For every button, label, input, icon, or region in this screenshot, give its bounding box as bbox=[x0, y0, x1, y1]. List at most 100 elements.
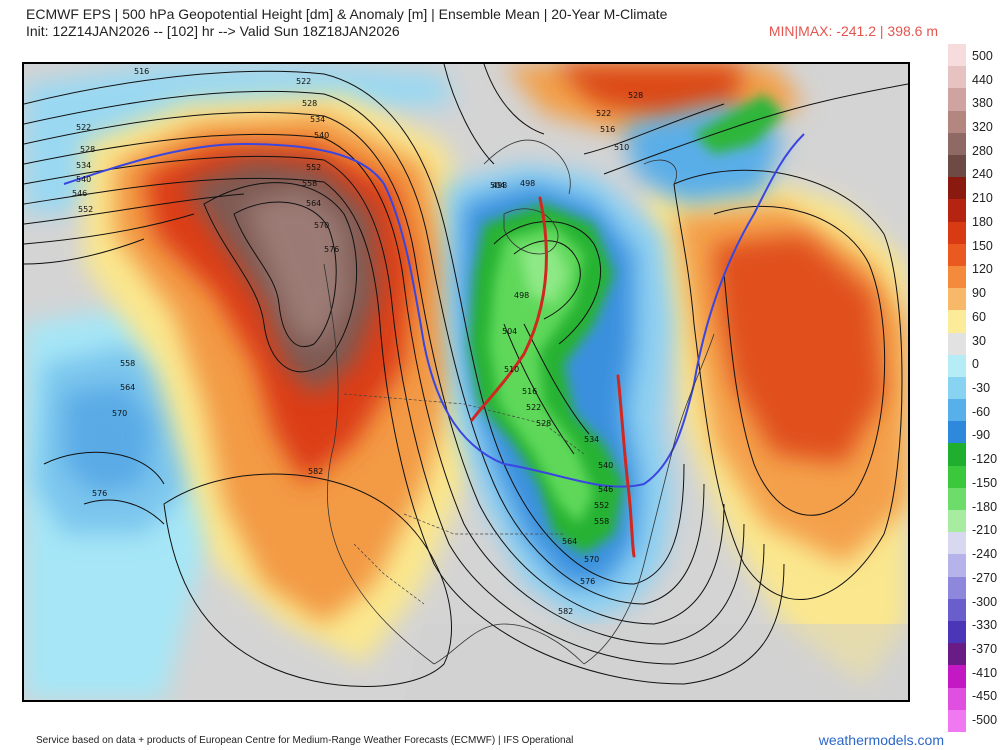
contour-label: 564 bbox=[306, 199, 321, 208]
height-contours bbox=[24, 64, 908, 687]
legend-label: 280 bbox=[972, 143, 993, 158]
contour-label: 498 bbox=[514, 291, 529, 300]
legend-swatch bbox=[948, 288, 966, 311]
legend-label: 0 bbox=[972, 357, 979, 372]
legend-swatch bbox=[948, 598, 966, 622]
contour-label: 570 bbox=[112, 409, 127, 418]
contour-label: 504 bbox=[502, 327, 517, 336]
legend-swatch bbox=[948, 310, 966, 333]
legend-label: -370 bbox=[972, 641, 998, 656]
legend-label: -210 bbox=[972, 523, 998, 538]
contour-label: 516 bbox=[522, 387, 537, 396]
contour-label: 528 bbox=[80, 145, 95, 154]
contour-552-blue bbox=[63, 133, 805, 488]
contour-label: 522 bbox=[296, 77, 311, 86]
contour-label: 534 bbox=[76, 161, 91, 170]
legend-swatch bbox=[948, 643, 966, 666]
trough-axis-east bbox=[616, 374, 636, 558]
legend-label: -500 bbox=[972, 713, 998, 728]
contour-label: 516 bbox=[134, 67, 149, 76]
brand-link[interactable]: weathermodels.com bbox=[818, 732, 944, 748]
contour-label: 540 bbox=[598, 461, 613, 470]
legend-label: 120 bbox=[972, 262, 993, 277]
color-legend: 500 440 380 320 280 240 210 180 150 120 90 60 30 0 -30… bbox=[948, 44, 997, 733]
legend-label: -270 bbox=[972, 570, 998, 585]
legend-label: 150 bbox=[972, 238, 993, 253]
chart-subtitle: Init: 12Z14JAN2026 -- [102] hr --> Valid… bbox=[26, 23, 400, 39]
legend-swatch bbox=[948, 154, 966, 178]
contour-label: 516 bbox=[600, 125, 615, 134]
legend-swatch bbox=[948, 687, 966, 711]
legend-label: 90 bbox=[972, 286, 986, 301]
anomaly-shading bbox=[24, 64, 908, 700]
legend-label: -30 bbox=[972, 381, 991, 395]
map-canvas: 516 522 528 534 540 522 528 534 540 546 … bbox=[24, 64, 908, 700]
legend-swatch bbox=[948, 554, 966, 578]
contour-label: 576 bbox=[324, 245, 339, 254]
legend-swatch bbox=[948, 66, 966, 89]
legend-label: 60 bbox=[972, 309, 986, 324]
contour-label: 552 bbox=[306, 163, 321, 172]
contour-label: 582 bbox=[308, 467, 323, 476]
legend-swatch bbox=[948, 110, 966, 134]
contour-label: 576 bbox=[92, 489, 107, 498]
contour-label: 510 bbox=[614, 143, 629, 152]
legend-swatch bbox=[948, 354, 966, 378]
legend-swatch bbox=[948, 465, 966, 489]
legend-label: -330 bbox=[972, 618, 998, 633]
legend-swatch bbox=[948, 532, 966, 555]
contour-label: 564 bbox=[562, 537, 577, 546]
trough-axis-west bbox=[470, 196, 549, 422]
geopotential-map: 516 522 528 534 540 522 528 534 540 546 … bbox=[22, 62, 910, 702]
contour-label: 522 bbox=[526, 403, 541, 412]
legend-swatch bbox=[948, 443, 966, 467]
legend-label: 240 bbox=[972, 167, 993, 182]
legend-label: -410 bbox=[972, 665, 998, 680]
contour-label: 576 bbox=[580, 577, 595, 586]
legend-swatch bbox=[948, 132, 966, 156]
legend-label: 500 bbox=[972, 48, 993, 63]
trough-axes bbox=[470, 196, 636, 558]
contour-label: 552 bbox=[594, 501, 609, 510]
contour-label: 564 bbox=[120, 383, 135, 392]
contour-label: 582 bbox=[558, 607, 573, 616]
contour-label: 558 bbox=[120, 359, 135, 368]
legend-swatch bbox=[948, 332, 966, 356]
contour-label: 504 bbox=[490, 181, 505, 190]
coastlines bbox=[323, 139, 715, 665]
contour-label: 558 bbox=[302, 179, 317, 188]
contour-label: 498 bbox=[520, 179, 535, 188]
legend-swatch bbox=[948, 199, 966, 223]
legend-label: 210 bbox=[972, 191, 993, 206]
contour-label: 510 bbox=[504, 365, 519, 374]
legend-label: -60 bbox=[972, 404, 991, 419]
legend-swatch bbox=[948, 421, 966, 444]
legend-label: -120 bbox=[972, 452, 998, 467]
legend-label: -240 bbox=[972, 547, 998, 562]
min-max-readout: MIN|MAX: -241.2 | 398.6 m bbox=[768, 23, 938, 39]
chart-title: ECMWF EPS | 500 hPa Geopotential Height … bbox=[26, 6, 668, 22]
contour-label: 570 bbox=[314, 221, 329, 230]
contour-label: 528 bbox=[302, 99, 317, 108]
data-credit: Service based on data + products of Euro… bbox=[36, 735, 574, 746]
legend-label: 180 bbox=[972, 214, 993, 229]
contour-label: 546 bbox=[72, 189, 87, 198]
legend-swatch bbox=[948, 44, 966, 67]
contour-label: 498 bbox=[492, 181, 507, 190]
contour-label: 552 bbox=[78, 205, 93, 214]
legend-swatch bbox=[948, 221, 966, 245]
legend-label: 440 bbox=[972, 72, 993, 87]
legend-label: -90 bbox=[972, 428, 991, 443]
legend-label: 320 bbox=[972, 120, 993, 135]
legend-swatch bbox=[948, 376, 966, 400]
contour-label: 522 bbox=[76, 123, 91, 132]
borders bbox=[343, 393, 585, 605]
legend-swatch bbox=[948, 709, 966, 733]
legend-label: -300 bbox=[972, 594, 998, 609]
legend-swatch bbox=[948, 510, 966, 533]
legend-swatch bbox=[948, 177, 966, 200]
legend-label: 380 bbox=[972, 96, 993, 111]
contour-label: 540 bbox=[76, 175, 91, 184]
legend-swatch bbox=[948, 265, 966, 289]
contour-label: 558 bbox=[594, 517, 609, 526]
